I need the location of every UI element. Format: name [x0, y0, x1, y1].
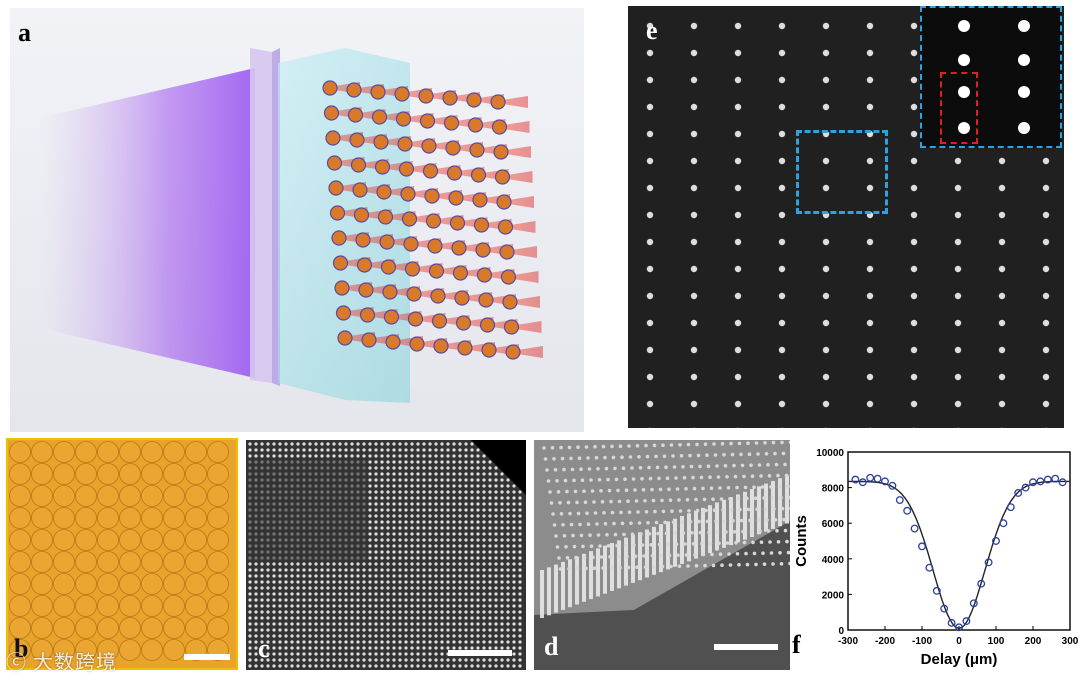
watermark-logo-icon: ⓒ [6, 650, 27, 674]
data-point [851, 475, 860, 484]
data-point [1029, 478, 1037, 487]
data-point [918, 542, 926, 551]
y-tick-label: 10000 [816, 448, 844, 459]
panel-label-d: d [544, 632, 559, 661]
data-point [932, 586, 941, 595]
x-tick-label: 0 [956, 636, 962, 647]
data-point [925, 563, 934, 572]
inset-highlight-box [940, 72, 978, 144]
data-point [940, 604, 949, 613]
metalens-array-illustration [40, 48, 543, 403]
data-point [1021, 483, 1030, 492]
zoom-region-box [796, 130, 888, 214]
data-point [1058, 478, 1067, 487]
panel-d-sem-pillars [534, 440, 792, 670]
x-tick-label: 200 [1025, 636, 1042, 647]
data-point [888, 481, 897, 490]
data-point [881, 477, 889, 486]
y-tick-label: 4000 [822, 555, 845, 566]
data-point [1014, 488, 1023, 497]
panel-label-e: e [646, 16, 658, 45]
data-point [1036, 477, 1045, 486]
fit-curve [848, 480, 1070, 629]
x-tick-label: -100 [912, 636, 932, 647]
data-point [992, 537, 1000, 545]
data-point [910, 524, 919, 533]
data-point [903, 506, 912, 515]
x-tick-label: 100 [988, 636, 1005, 647]
panel-label-a: a [18, 18, 31, 47]
data-point [999, 519, 1008, 528]
panel-a-illustration [10, 8, 584, 432]
data-point [962, 617, 971, 626]
x-tick-label: -300 [838, 636, 858, 647]
data-point [1051, 474, 1060, 483]
data-point [866, 473, 875, 482]
panel-label-b: b [14, 634, 29, 663]
panel-e-dot-array [628, 6, 1064, 428]
y-axis-label: Counts [793, 515, 810, 567]
panel-f-chart: -300 -200 -100 0 100 200 300 0 2000 4000 6000 8000 1… [790, 440, 1080, 680]
scale-bar-d [714, 644, 778, 650]
data-point [1006, 503, 1015, 512]
y-tick-label: 2000 [822, 590, 845, 601]
panel-label-f: f [792, 630, 801, 659]
data-point [858, 478, 867, 487]
data-point [873, 474, 882, 483]
data-point [977, 579, 986, 588]
x-tick-label: -200 [875, 636, 895, 647]
data-point [955, 623, 963, 632]
inset-zoom [920, 6, 1062, 148]
data-point [895, 496, 904, 505]
scale-bar-c [448, 650, 512, 656]
data-point [984, 558, 993, 567]
scale-bar-b [184, 654, 230, 660]
y-tick-label: 0 [838, 626, 844, 637]
panel-b-optical-image [6, 438, 238, 670]
data-point [947, 618, 956, 627]
x-tick-label: 300 [1062, 636, 1079, 647]
panel-c-sem-topview [246, 440, 526, 670]
y-tick-label: 6000 [822, 519, 845, 530]
data-point [969, 599, 978, 608]
watermark: ⓒ 大数跨境 [6, 646, 117, 675]
data-point [1043, 475, 1052, 484]
x-axis-label: Delay (μm) [921, 651, 998, 668]
panel-label-c: c [258, 634, 270, 663]
y-tick-label: 8000 [822, 484, 845, 495]
hom-dip-chart: -300 -200 -100 0 100 200 300 0 2000 4000 6000 8000 1… [793, 448, 1079, 668]
